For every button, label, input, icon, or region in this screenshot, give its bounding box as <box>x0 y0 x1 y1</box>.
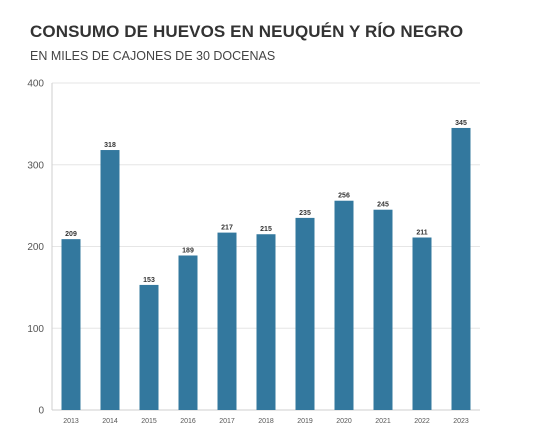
x-tick-label: 2015 <box>141 418 157 425</box>
data-label: 211 <box>416 230 427 237</box>
data-label: 153 <box>143 277 155 284</box>
x-tick-label: 2014 <box>102 418 118 425</box>
bar <box>256 234 276 410</box>
x-tick-label: 2017 <box>219 418 235 425</box>
data-label: 256 <box>338 193 350 200</box>
x-tick-label: 2023 <box>453 418 469 425</box>
bar <box>295 217 315 410</box>
data-label: 215 <box>260 226 272 233</box>
y-tick-label: 400 <box>27 79 44 90</box>
x-tick-label: 2016 <box>180 418 196 425</box>
bar-layer <box>61 127 471 411</box>
label-layer: 0 100 200 300 400 209 2013 318 2014 153 2015 189 201… <box>27 79 469 426</box>
bar <box>217 232 237 410</box>
x-tick-label: 2022 <box>414 418 430 425</box>
x-tick-label: 2013 <box>63 418 79 425</box>
x-tick-label: 2020 <box>336 418 352 425</box>
data-label: 189 <box>182 247 194 254</box>
bar <box>61 239 81 410</box>
data-label: 217 <box>221 225 233 232</box>
y-tick-label: 100 <box>27 324 44 335</box>
y-tick-label: 0 <box>38 406 44 417</box>
data-label: 209 <box>65 231 77 238</box>
y-tick-label: 300 <box>27 160 44 171</box>
data-label: 245 <box>377 202 389 209</box>
bar <box>334 200 354 410</box>
chart-title: CONSUMO DE HUEVOS EN NEUQUÉN Y RÍO NEGRO <box>30 22 464 41</box>
x-tick-label: 2021 <box>375 418 391 425</box>
data-label: 235 <box>299 210 311 217</box>
bar <box>100 150 120 410</box>
bar <box>451 127 471 411</box>
x-tick-label: 2019 <box>297 418 313 425</box>
y-tick-label: 200 <box>27 242 44 253</box>
bar <box>178 255 198 410</box>
data-label: 318 <box>104 142 116 149</box>
bar <box>373 209 393 410</box>
bar <box>412 237 432 410</box>
x-tick-label: 2018 <box>258 418 274 425</box>
data-label: 345 <box>455 120 467 127</box>
chart-subtitle: EN MILES DE CAJONES DE 30 DOCENAS <box>30 49 276 63</box>
bar <box>139 284 159 410</box>
